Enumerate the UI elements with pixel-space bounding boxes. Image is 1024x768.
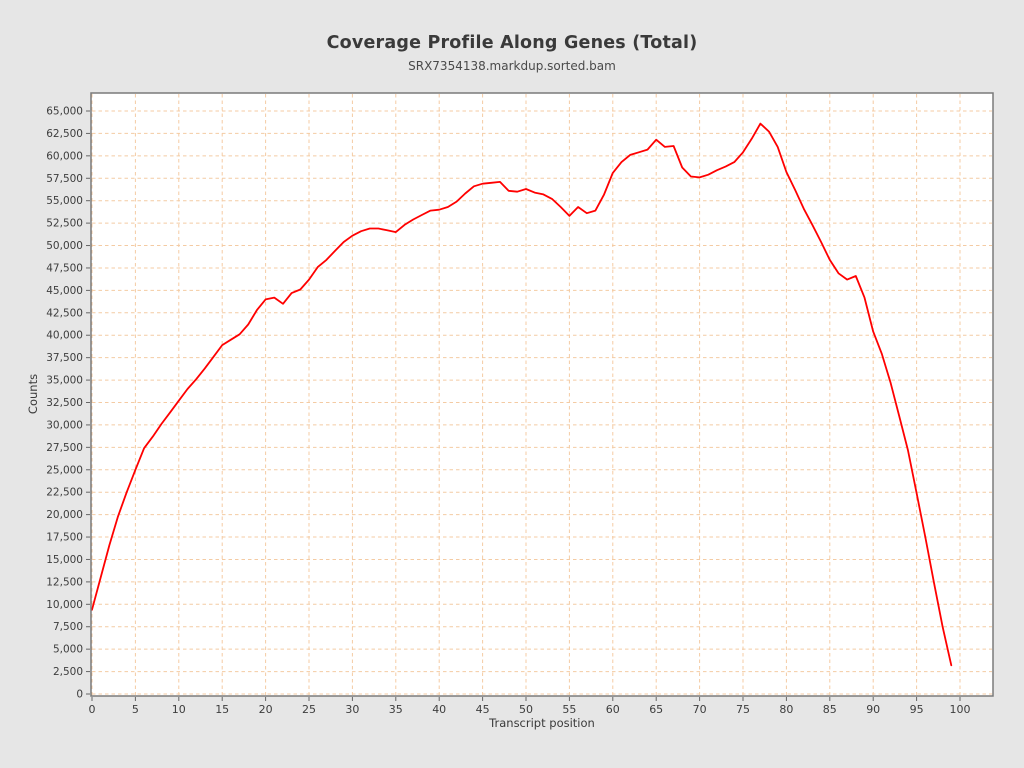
y-tick-label: 17,500 bbox=[46, 532, 83, 544]
y-tick-label: 60,000 bbox=[46, 150, 83, 162]
y-tick-label: 30,000 bbox=[46, 419, 83, 431]
x-tick-label: 40 bbox=[432, 703, 446, 716]
chart-subtitle: SRX7354138.markdup.sorted.bam bbox=[408, 59, 616, 73]
y-tick-label: 52,500 bbox=[46, 218, 83, 230]
y-tick-label: 32,500 bbox=[46, 397, 83, 409]
x-tick-label: 10 bbox=[172, 703, 186, 716]
x-tick-label: 100 bbox=[950, 703, 971, 716]
chart-title: Coverage Profile Along Genes (Total) bbox=[326, 33, 698, 53]
x-tick-label: 15 bbox=[215, 703, 229, 716]
y-tick-label: 20,000 bbox=[46, 509, 83, 521]
x-tick-label: 45 bbox=[476, 703, 490, 716]
y-tick-label: 57,500 bbox=[46, 173, 83, 185]
y-tick-label: 47,500 bbox=[46, 262, 83, 274]
x-tick-label: 90 bbox=[866, 703, 880, 716]
plot-area bbox=[91, 93, 993, 696]
x-tick-label: 55 bbox=[562, 703, 576, 716]
y-tick-label: 12,500 bbox=[46, 576, 83, 588]
y-tick-label: 25,000 bbox=[46, 464, 83, 476]
y-tick-label: 45,000 bbox=[46, 285, 83, 297]
x-tick-label: 95 bbox=[910, 703, 924, 716]
x-tick-label: 80 bbox=[779, 703, 793, 716]
y-tick-label: 35,000 bbox=[46, 375, 83, 387]
x-tick-label: 35 bbox=[389, 703, 403, 716]
y-tick-label: 10,000 bbox=[46, 599, 83, 611]
x-tick-label: 5 bbox=[132, 703, 139, 716]
y-tick-label: 0 bbox=[76, 689, 83, 701]
x-tick-label: 85 bbox=[823, 703, 837, 716]
y-axis-label: Counts bbox=[26, 373, 40, 415]
x-tick-label: 30 bbox=[345, 703, 359, 716]
y-tick-label: 2,500 bbox=[53, 666, 83, 678]
x-tick-label: 60 bbox=[606, 703, 620, 716]
x-tick-label: 25 bbox=[302, 703, 316, 716]
y-tick-label: 7,500 bbox=[53, 621, 83, 633]
plot-border bbox=[90, 92, 994, 697]
y-tick-label: 5,000 bbox=[53, 644, 83, 656]
y-tick-label: 37,500 bbox=[46, 352, 83, 364]
y-tick-label: 15,000 bbox=[46, 554, 83, 566]
y-tick-label: 65,000 bbox=[46, 106, 83, 118]
y-tick-label: 27,500 bbox=[46, 442, 83, 454]
x-tick-label: 0 bbox=[89, 703, 96, 716]
y-tick-label: 62,500 bbox=[46, 128, 83, 140]
y-tick-label: 42,500 bbox=[46, 307, 83, 319]
x-tick-label: 75 bbox=[736, 703, 750, 716]
x-axis-label: Transcript position bbox=[489, 716, 595, 730]
x-tick-label: 20 bbox=[259, 703, 273, 716]
y-tick-label: 50,000 bbox=[46, 240, 83, 252]
y-tick-label: 55,000 bbox=[46, 195, 83, 207]
x-tick-label: 65 bbox=[649, 703, 663, 716]
y-tick-label: 40,000 bbox=[46, 330, 83, 342]
x-tick-label: 70 bbox=[693, 703, 707, 716]
series-line bbox=[91, 122, 953, 667]
x-tick-label: 50 bbox=[519, 703, 533, 716]
y-tick-label: 22,500 bbox=[46, 487, 83, 499]
